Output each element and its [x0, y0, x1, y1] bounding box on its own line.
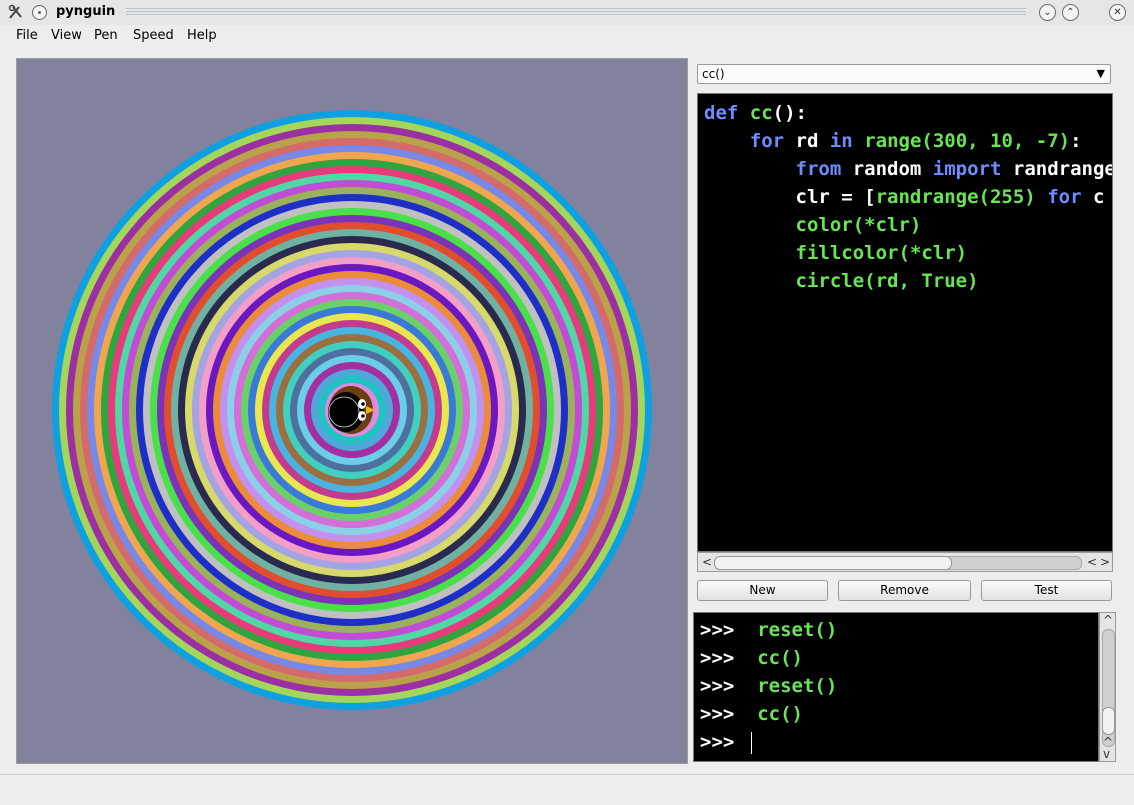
- code-line: color(*clr): [795, 214, 922, 236]
- console-line: >>> cc(): [700, 703, 803, 725]
- function-select-value: cc(): [702, 67, 725, 81]
- console-line: >>> reset(): [700, 675, 838, 697]
- code-line: clr = [randrange(255) for c: [795, 186, 1105, 208]
- menu-help[interactable]: Help: [187, 28, 217, 43]
- chevron-down-icon: ▼: [1096, 67, 1105, 80]
- text-cursor: [751, 732, 752, 754]
- close-button[interactable]: ✕: [1109, 4, 1126, 21]
- console-input-line[interactable]: >>>: [700, 731, 735, 753]
- editor-horizontal-scrollbar[interactable]: < < >: [697, 552, 1113, 572]
- console-vertical-scrollbar[interactable]: ^ ^ v: [1099, 612, 1116, 762]
- code-line: from random import randrange: [795, 158, 1113, 180]
- remove-button[interactable]: Remove: [838, 580, 971, 601]
- code-line: for rd in range(300, 10, -7):: [749, 130, 1082, 152]
- code-line: circle(rd, True): [795, 270, 979, 292]
- scroll-left-icon[interactable]: <: [702, 555, 713, 569]
- scroll-left-icon[interactable]: <: [1087, 555, 1098, 569]
- menu-file[interactable]: File: [16, 28, 38, 43]
- title-bar-grip: [126, 8, 1026, 17]
- title-bar: pynguin ⌄ ⌃ ✕: [0, 0, 1134, 25]
- minimize-button[interactable]: ⌄: [1039, 4, 1056, 21]
- turtle-canvas[interactable]: [16, 58, 688, 764]
- scroll-down-icon[interactable]: v: [1103, 747, 1111, 761]
- maximize-button[interactable]: ⌃: [1062, 4, 1079, 21]
- window-title: pynguin: [56, 4, 116, 19]
- pin-icon[interactable]: [31, 4, 48, 21]
- code-line: def cc():: [704, 102, 807, 124]
- function-select[interactable]: cc() ▼: [697, 64, 1111, 84]
- tools-icon[interactable]: [7, 4, 24, 21]
- scroll-thumb[interactable]: [714, 556, 952, 570]
- scroll-up-icon[interactable]: ^: [1103, 613, 1114, 627]
- scroll-thumb[interactable]: [1102, 707, 1115, 735]
- menu-pen[interactable]: Pen: [94, 28, 118, 43]
- menu-view[interactable]: View: [51, 28, 82, 43]
- scroll-up-icon[interactable]: ^: [1103, 735, 1114, 749]
- concentric-circles-drawing: [52, 110, 652, 710]
- code-editor[interactable]: def cc(): for rd in range(300, 10, -7): …: [697, 93, 1113, 552]
- test-button[interactable]: Test: [981, 580, 1112, 601]
- console-line: >>> reset(): [700, 619, 838, 641]
- status-bar: [0, 774, 1134, 805]
- scroll-right-icon[interactable]: >: [1100, 555, 1111, 569]
- code-line: fillcolor(*clr): [795, 242, 968, 264]
- python-console[interactable]: >>> reset() >>> cc() >>> reset() >>> cc(…: [693, 612, 1099, 762]
- penguin-turtle-icon: [328, 386, 375, 434]
- menu-bar: File View Pen Speed Help: [0, 25, 1134, 47]
- menu-speed[interactable]: Speed: [133, 28, 174, 43]
- new-button[interactable]: New: [697, 580, 828, 601]
- console-line: >>> cc(): [700, 647, 803, 669]
